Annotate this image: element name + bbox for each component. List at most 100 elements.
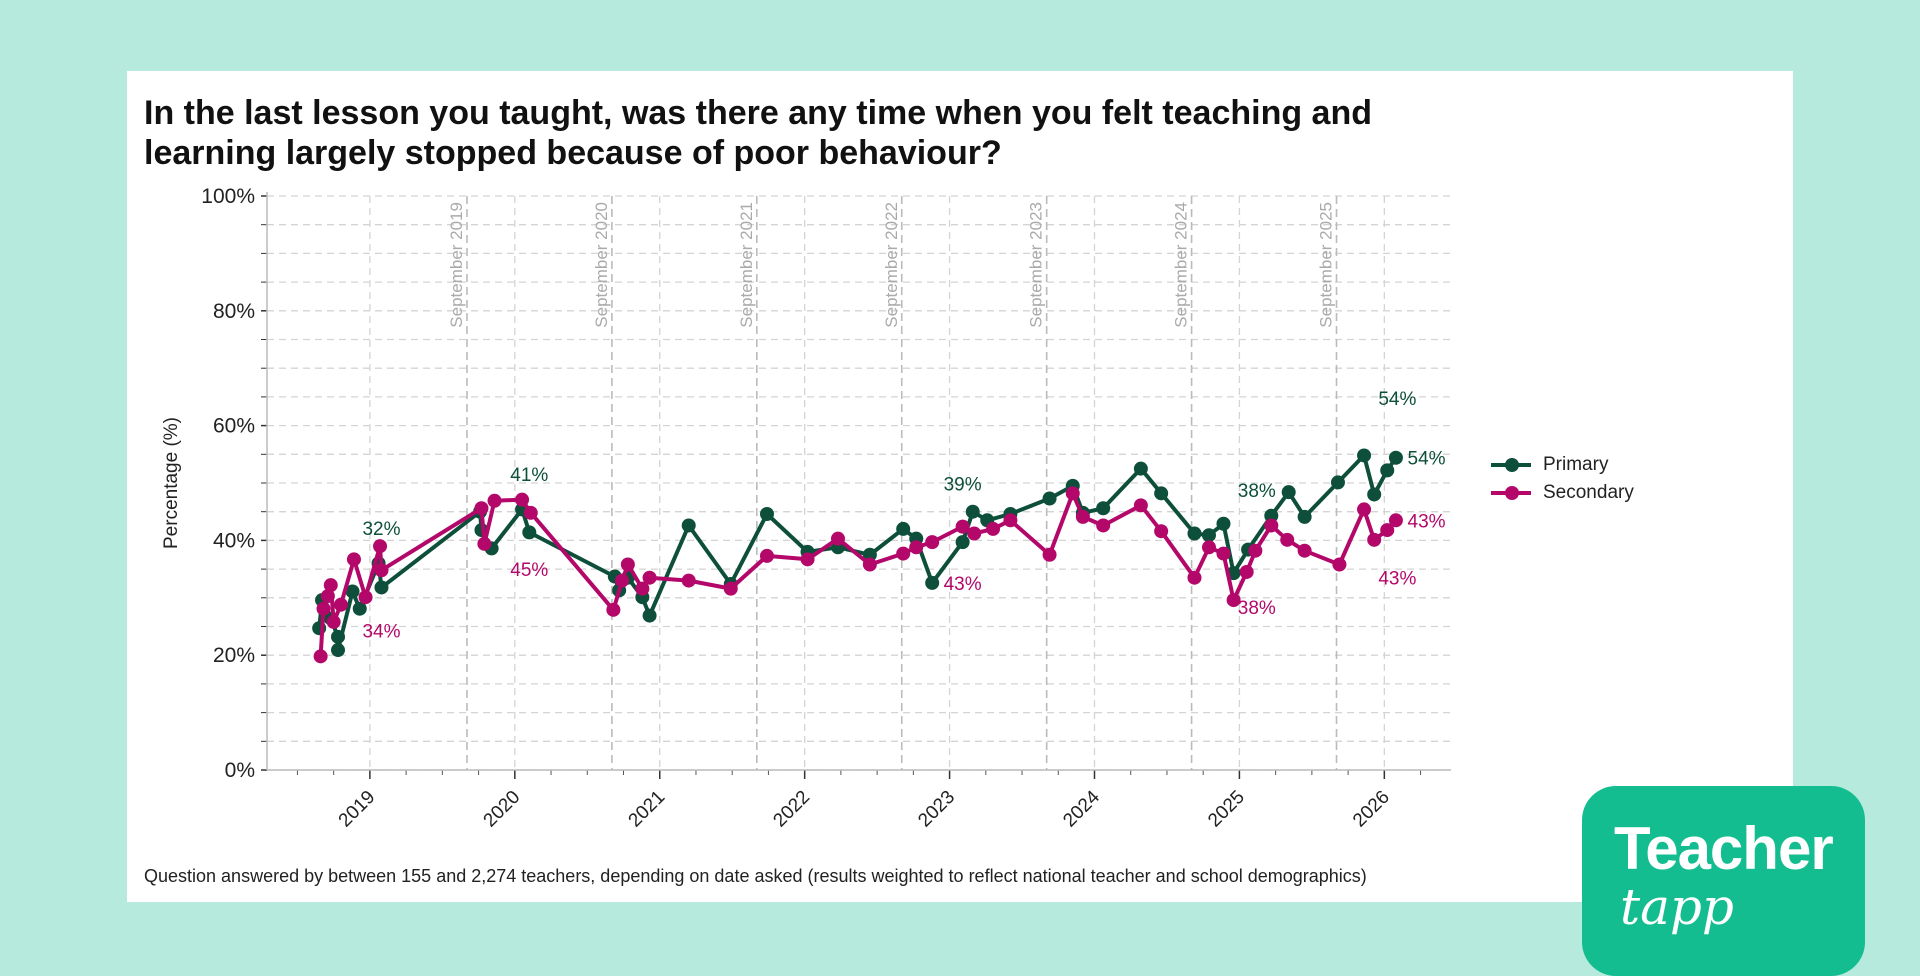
data-point-secondary [1357, 502, 1372, 517]
data-point-secondary [323, 578, 338, 593]
data-point-secondary [515, 492, 530, 507]
data-point-secondary [523, 505, 538, 520]
y-tick-label: 20% [213, 644, 255, 667]
data-point-primary [896, 521, 911, 536]
data-point-secondary [642, 570, 657, 585]
y-axis-label: Percentage (%) [161, 417, 182, 549]
data-point-primary [1388, 450, 1403, 465]
data-point-primary [1096, 501, 1111, 516]
data-point-primary [1380, 463, 1395, 478]
data-point-primary [1187, 526, 1202, 541]
data-point-secondary [1133, 498, 1148, 513]
data-point-secondary [373, 539, 388, 554]
data-point-secondary [606, 602, 621, 617]
data-point-primary [1281, 485, 1296, 500]
legend-swatch-primary [1491, 458, 1531, 472]
data-point-secondary [346, 552, 361, 567]
legend-swatch-secondary [1491, 486, 1531, 500]
data-point-primary [862, 547, 877, 562]
data-point-primary [1297, 509, 1312, 524]
data-label-primary: 39% [944, 475, 982, 496]
september-label: September 2025 [1317, 202, 1336, 328]
data-point-secondary [358, 590, 373, 605]
data-label-primary: 54% [1408, 449, 1446, 470]
data-point-secondary [326, 614, 341, 629]
data-point-secondary [1096, 518, 1111, 533]
data-label-primary: 32% [362, 519, 400, 540]
data-point-primary [925, 575, 940, 590]
data-point-primary [1154, 486, 1169, 501]
data-point-secondary [1248, 543, 1263, 558]
data-point-secondary [1226, 593, 1241, 608]
data-label-secondary: 43% [1408, 511, 1446, 532]
data-point-primary [681, 518, 696, 533]
data-point-secondary [1154, 524, 1169, 539]
september-label: September 2022 [882, 202, 901, 328]
data-point-primary [955, 535, 970, 550]
data-point-secondary [1380, 523, 1395, 538]
data-point-primary [1264, 508, 1279, 523]
data-point-secondary [1003, 513, 1018, 528]
data-point-secondary [830, 531, 845, 546]
data-point-secondary [759, 548, 774, 563]
data-point-secondary [986, 521, 1001, 536]
data-point-secondary [955, 519, 970, 534]
data-point-primary [965, 504, 980, 519]
data-point-secondary [1201, 540, 1216, 555]
data-point-primary [522, 525, 537, 540]
data-point-primary [1357, 448, 1372, 463]
legend-item-primary: Primary [1491, 451, 1634, 479]
data-label-secondary: 38% [1238, 598, 1276, 619]
legend-label-secondary: Secondary [1543, 482, 1634, 503]
september-label: September 2020 [592, 202, 611, 328]
data-point-secondary [313, 649, 328, 664]
data-point-secondary [681, 573, 696, 588]
data-label-primary: 41% [510, 465, 548, 486]
data-point-primary [331, 629, 346, 644]
data-point-secondary [1367, 532, 1382, 547]
data-point-secondary [1332, 557, 1347, 572]
logo-text-line2: tapp [1620, 878, 1734, 936]
september-label: September 2023 [1027, 202, 1046, 328]
legend-item-secondary: Secondary [1491, 479, 1634, 507]
y-tick-label: 60% [213, 415, 255, 438]
data-point-secondary [967, 526, 982, 541]
data-point-secondary [1280, 532, 1295, 547]
x-tick-label: 2024 [1059, 786, 1104, 831]
data-point-secondary [1216, 546, 1231, 561]
data-point-secondary [320, 589, 335, 604]
line-chart: 2019 2020 2021 2022 2023 2024 2025 2026 0% 20% 40%… [161, 185, 1451, 832]
data-point-secondary [374, 563, 389, 578]
data-point-secondary [909, 540, 924, 555]
teacher-tapp-logo: Teacher tapp [1582, 786, 1865, 976]
data-point-secondary [316, 601, 331, 616]
data-point-secondary [723, 581, 738, 596]
data-point-secondary [896, 546, 911, 561]
footnote: Question answered by between 155 and 2,2… [144, 866, 1367, 886]
data-label-primary: 54% [1378, 389, 1416, 410]
data-point-secondary [615, 573, 630, 588]
data-label-primary: 38% [1238, 481, 1276, 502]
september-label: September 2024 [1172, 202, 1191, 328]
data-label-secondary: 43% [1378, 569, 1416, 590]
data-point-secondary [925, 535, 940, 550]
data-point-primary [1216, 516, 1231, 531]
data-point-primary [1367, 487, 1382, 502]
chart-title: In the last lesson you taught, was there… [144, 94, 1373, 172]
data-label-secondary: 43% [944, 574, 982, 595]
september-label: September 2019 [447, 202, 466, 328]
data-point-secondary [477, 536, 492, 551]
x-tick-label: 2026 [1349, 787, 1394, 832]
data-point-primary [1201, 528, 1216, 543]
x-tick-label: 2021 [625, 787, 670, 832]
x-tick-label: 2020 [480, 787, 525, 832]
data-point-primary [345, 584, 360, 599]
data-point-primary [759, 506, 774, 521]
y-tick-label: 100% [201, 185, 255, 208]
data-point-secondary [1297, 543, 1312, 558]
data-point-secondary [1388, 513, 1403, 528]
data-point-secondary [635, 581, 650, 596]
data-point-secondary [474, 501, 489, 516]
legend-label-primary: Primary [1543, 454, 1609, 475]
data-point-secondary [487, 493, 502, 508]
